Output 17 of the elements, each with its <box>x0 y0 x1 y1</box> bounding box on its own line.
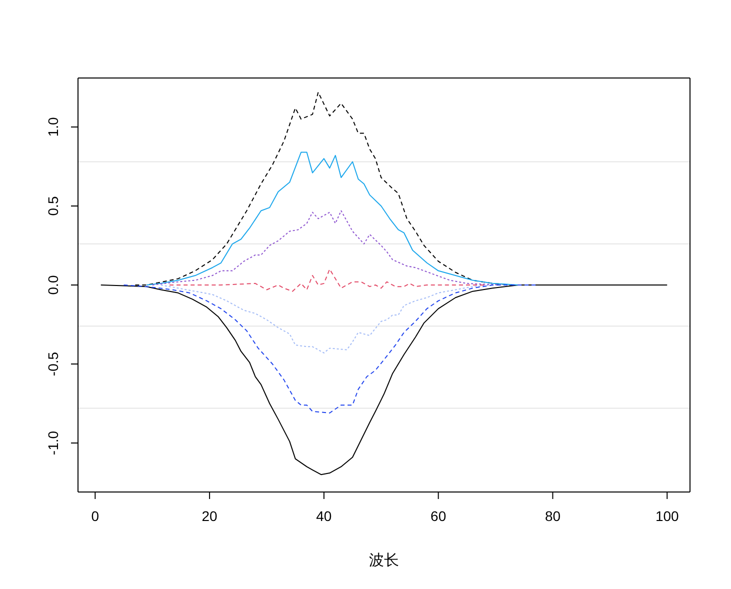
y-tick-label: -0.5 <box>45 352 61 376</box>
x-tick-label: 40 <box>316 508 332 524</box>
line-series <box>146 152 519 286</box>
y-tick-label: -1.0 <box>45 430 61 456</box>
x-tick-label: 80 <box>544 508 561 524</box>
x-tick-label: 0 <box>91 508 100 524</box>
y-tick-label: 0.0 <box>45 275 61 295</box>
y-tick-label: 1.0 <box>45 117 61 137</box>
x-axis-title: 波长 <box>369 552 399 569</box>
x-tick-label: 20 <box>202 508 218 524</box>
line-series <box>123 284 536 414</box>
x-tick-label: 60 <box>430 508 446 524</box>
y-tick-label: 0.5 <box>45 196 61 216</box>
line-series <box>169 268 485 292</box>
line-series <box>160 284 494 354</box>
line-series <box>152 210 502 286</box>
x-tick-label: 100 <box>655 508 680 524</box>
